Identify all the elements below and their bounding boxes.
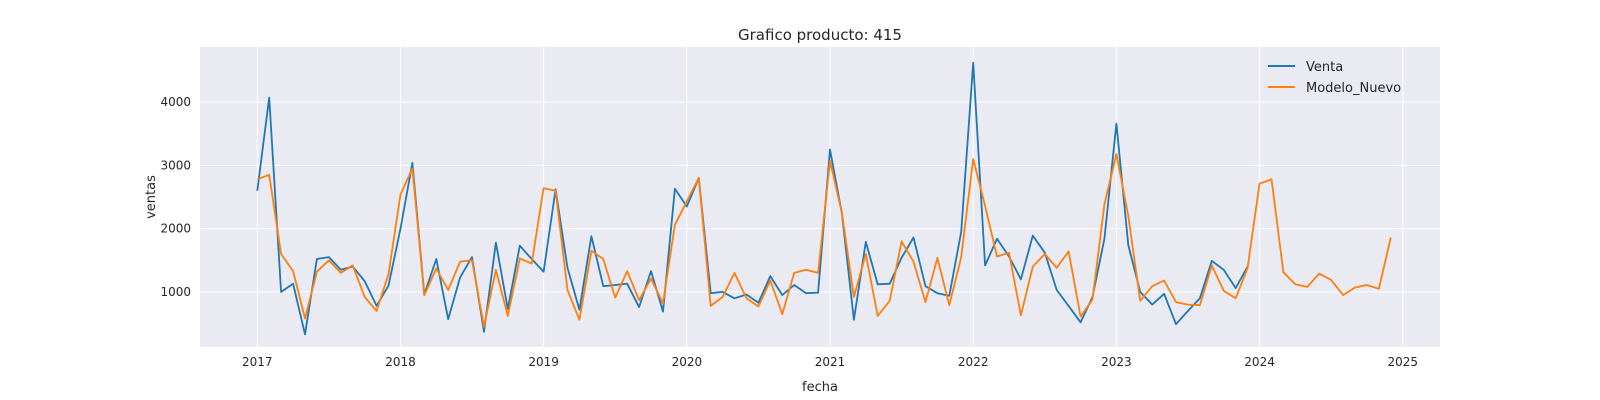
x-tick-label: 2025 [1387, 355, 1418, 369]
y-tick-label: 1000 [160, 285, 191, 299]
x-tick-label: 2017 [242, 355, 273, 369]
y-axis-label: ventas [144, 175, 159, 219]
x-tick-label: 2020 [672, 355, 703, 369]
series-line-modelo-nuevo [256, 153, 1392, 328]
x-axis-label: fecha [802, 380, 838, 395]
y-tick-label: 4000 [160, 95, 191, 109]
y-ticks: 1000 2000 3000 4000 [160, 95, 191, 299]
legend: Venta Modelo_Nuevo [1268, 60, 1401, 96]
x-tick-label: 2022 [958, 355, 989, 369]
x-tick-label: 2021 [815, 355, 846, 369]
x-tick-label: 2018 [385, 355, 416, 369]
legend-label: Modelo_Nuevo [1306, 81, 1401, 96]
grid [200, 47, 1440, 347]
x-tick-label: 2019 [528, 355, 559, 369]
plot-area [200, 47, 1440, 347]
x-ticks: 2017 2018 2019 2020 2021 2022 2023 2024 2025 [242, 355, 1418, 369]
y-tick-label: 2000 [160, 222, 191, 236]
series-lines [256, 61, 1392, 336]
x-tick-label: 2023 [1101, 355, 1132, 369]
x-tick-label: 2024 [1244, 355, 1275, 369]
y-tick-label: 3000 [160, 158, 191, 172]
legend-label: Venta [1306, 60, 1343, 75]
chart-title: Grafico producto: 415 [738, 26, 902, 44]
